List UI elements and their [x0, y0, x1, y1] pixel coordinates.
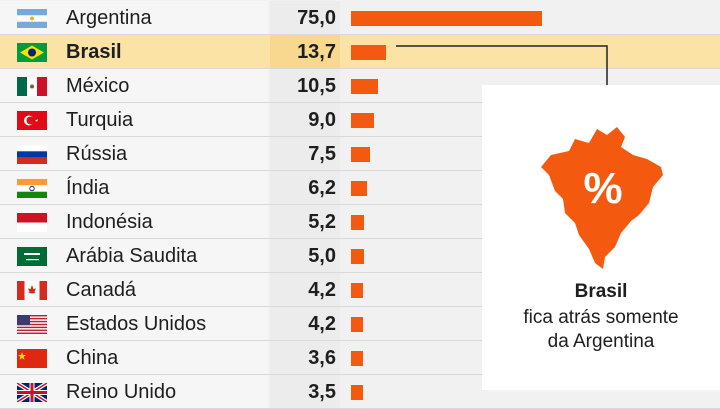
country-label: Canadá: [66, 279, 137, 301]
saudi-arabia-flag-icon: [17, 247, 47, 266]
country-label: Arábia Saudita: [66, 245, 198, 267]
country-label: Índia: [66, 177, 110, 199]
country-label: Brasil: [66, 41, 122, 63]
callout-title: Brasil: [574, 281, 628, 302]
country-label: Reino Unido: [66, 381, 177, 403]
country-label: Turquia: [66, 109, 134, 131]
value-label: 3,6: [308, 347, 336, 369]
callout-line-1: fica atrás somente: [523, 307, 679, 328]
uk-flag-icon: [17, 383, 47, 402]
value-label: 3,5: [308, 381, 336, 403]
bar: [351, 215, 364, 230]
table-row: Reino Unido 3,5: [0, 375, 720, 409]
bar: [351, 45, 386, 60]
country-label: Indonésia: [66, 211, 153, 233]
country-label: Rússia: [66, 143, 128, 165]
value-label: 13,7: [297, 41, 336, 63]
bar: [351, 79, 378, 94]
value-label: 5,2: [308, 211, 336, 233]
bar: [351, 147, 370, 162]
value-label: 7,5: [308, 143, 336, 165]
country-label: Argentina: [66, 7, 152, 29]
bar: [351, 113, 374, 128]
turkey-flag-icon: [17, 111, 47, 130]
callout-line-2: da Argentina: [547, 331, 655, 352]
bar: [351, 11, 542, 26]
canada-flag-icon: [17, 281, 47, 300]
percent-symbol: %: [583, 164, 622, 213]
usa-flag-icon: [17, 315, 47, 334]
bar: [351, 181, 367, 196]
value-label: 4,2: [308, 313, 336, 335]
bar: [351, 283, 363, 298]
country-label: China: [66, 347, 119, 369]
callout-box: % Brasil fica atrás somente da Argentina: [482, 85, 720, 390]
table-row: Brasil 13,7: [0, 35, 720, 69]
country-label: Estados Unidos: [66, 313, 207, 335]
callout-text: fica atrás somente da Argentina: [482, 306, 720, 354]
value-label: 4,2: [308, 279, 336, 301]
brazil-flag-icon: [17, 43, 47, 62]
table-row: Argentina 75,0: [0, 1, 720, 35]
value-label: 6,2: [308, 177, 336, 199]
value-label: 10,5: [297, 75, 336, 97]
bar: [351, 249, 364, 264]
value-label: 9,0: [308, 109, 336, 131]
china-flag-icon: [17, 349, 47, 368]
russia-flag-icon: [17, 145, 47, 164]
argentina-flag-icon: [17, 9, 47, 28]
india-flag-icon: [17, 179, 47, 198]
indonesia-flag-icon: [17, 213, 47, 232]
country-label: México: [66, 75, 130, 97]
bar: [351, 385, 363, 400]
value-label: 75,0: [297, 7, 336, 29]
bar: [351, 351, 363, 366]
value-label: 5,0: [308, 245, 336, 267]
bar: [351, 317, 363, 332]
mexico-flag-icon: [17, 77, 47, 96]
brazil-map-percent-icon: %: [541, 127, 663, 269]
